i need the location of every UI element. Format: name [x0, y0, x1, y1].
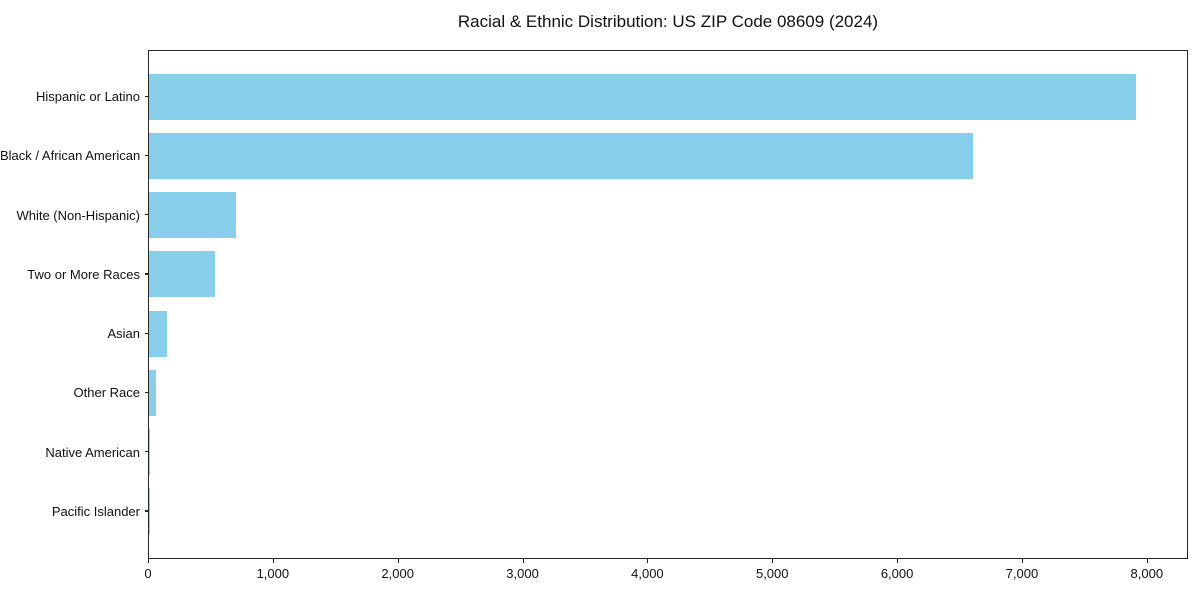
y-tick-label: White (Non-Hispanic): [16, 207, 140, 223]
x-tick-label: 3,000: [506, 566, 539, 581]
bar: [149, 132, 973, 179]
y-tick-mark: [145, 95, 149, 97]
x-tick-mark: [647, 559, 649, 563]
y-tick-label: Two or More Races: [27, 266, 140, 282]
bar-track: [145, 245, 1188, 304]
x-tick-label: 7,000: [1005, 566, 1039, 581]
bar-row: Two or More Races: [0, 245, 1188, 304]
y-tick-mark: [145, 451, 149, 453]
bar-row: Asian: [0, 304, 1188, 363]
y-tick-mark: [145, 391, 149, 394]
bar-row: Hispanic or Latino: [0, 67, 1188, 126]
bar: [149, 251, 215, 298]
bar-track: [145, 363, 1188, 422]
y-tick-label: Asian: [107, 326, 140, 342]
x-tick-mark: [148, 559, 149, 563]
bar-track: [145, 482, 1188, 541]
x-tick-label: 2,000: [381, 566, 414, 581]
bar-track: [145, 423, 1188, 482]
y-tick-mark: [145, 510, 149, 512]
bar-track: [145, 67, 1188, 126]
y-tick-label: Native American: [45, 444, 140, 460]
y-tick-mark: [145, 154, 150, 157]
x-tick-label: 8,000: [1130, 566, 1164, 581]
y-tick-label: Black / African American: [0, 148, 141, 164]
bar: [149, 310, 167, 357]
bar-row: White (Non-Hispanic): [0, 186, 1188, 245]
x-tick-mark: [1021, 559, 1023, 563]
y-tick-mark: [145, 273, 149, 275]
bar: [149, 192, 236, 239]
x-tick-label: 5,000: [755, 566, 789, 581]
y-tick-label: Hispanic or Latino: [35, 89, 140, 105]
x-tick-mark: [397, 559, 399, 563]
bar-row: Pacific Islander: [0, 482, 1188, 541]
bar-track: [145, 186, 1188, 245]
x-tick-mark: [272, 559, 274, 563]
x-tick-mark: [522, 559, 524, 563]
plot-frame: [148, 50, 1188, 559]
bar-track: [145, 304, 1188, 363]
bar: [149, 73, 1137, 120]
bar-row: Black / African American: [0, 126, 1188, 185]
bar-row: Native American: [0, 423, 1188, 482]
x-tick-label: 6,000: [880, 566, 914, 581]
bar-rows: Hispanic or Latino Black / African Americ…: [0, 50, 1188, 559]
bar: [149, 369, 156, 416]
chart-title: Racial & Ethnic Distribution: US ZIP Cod…: [457, 12, 879, 31]
bar-row: Other Race: [0, 363, 1188, 422]
y-tick-mark: [145, 332, 149, 334]
x-tick-label: 0: [144, 566, 152, 581]
x-tick-mark: [1146, 559, 1148, 563]
x-tick-label: 4,000: [631, 566, 664, 581]
y-tick-label: Other Race: [73, 385, 140, 401]
bar: [149, 429, 151, 476]
bar-track: [145, 126, 1188, 185]
x-axis: 0 1,000 2,000 3,000 4,000 5,000 6,000 7,000 8,00…: [144, 559, 1188, 591]
y-tick-mark: [145, 214, 149, 216]
x-tick-mark: [772, 559, 774, 563]
x-tick-mark: [897, 559, 899, 563]
x-tick-label: 1,000: [256, 566, 290, 581]
y-tick-label: Pacific Islander: [51, 503, 140, 519]
